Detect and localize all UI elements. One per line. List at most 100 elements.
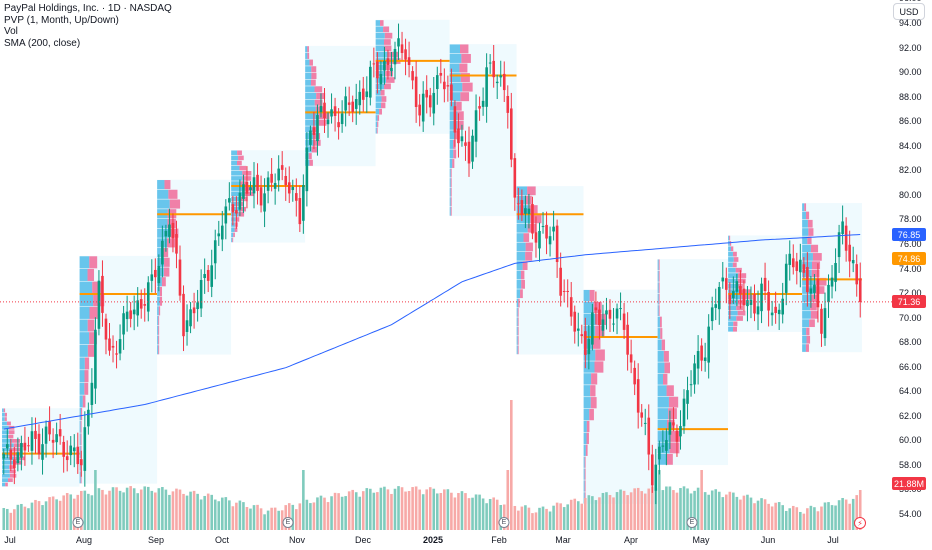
volume-bar xyxy=(48,497,51,530)
candle-body xyxy=(629,354,633,363)
volume-bar xyxy=(781,505,784,530)
symbol-title[interactable]: PayPal Holdings, Inc. · 1D · NASDAQ xyxy=(4,3,172,14)
profile-bar-down xyxy=(450,206,452,216)
profile-area xyxy=(2,408,80,487)
split-icon[interactable]: ⚡ xyxy=(854,517,866,529)
profile-bar-up xyxy=(231,160,237,166)
volume-bar xyxy=(365,488,369,530)
volume-bar xyxy=(16,504,20,530)
candle-body xyxy=(510,108,513,160)
profile-bar-down xyxy=(450,178,452,188)
candle-body xyxy=(728,294,732,304)
profile-bar-up xyxy=(305,99,315,106)
candle-body xyxy=(51,439,55,443)
volume-bar xyxy=(672,490,675,530)
profile-bar-up xyxy=(449,82,463,92)
profile-bar-down xyxy=(169,199,181,209)
profile-bar-down xyxy=(166,238,176,248)
candle-body xyxy=(760,283,763,312)
profile-bar-up xyxy=(449,63,460,73)
volume-bar xyxy=(34,499,37,530)
profile-bar-down xyxy=(80,420,82,433)
profile-bar-down xyxy=(310,79,316,86)
candle-body xyxy=(721,277,725,282)
profile-bar-down xyxy=(525,242,533,252)
volume-bar xyxy=(411,487,414,530)
profile-bar-up xyxy=(375,20,381,26)
profile-bar-down xyxy=(383,26,390,33)
profile-bar-down xyxy=(80,471,82,484)
volume-bar xyxy=(383,486,386,530)
volume-bar xyxy=(492,497,495,530)
profile-bar-up xyxy=(2,469,10,474)
candle-body xyxy=(495,81,499,84)
candle-body xyxy=(273,182,277,189)
profile-bar-down xyxy=(5,482,8,487)
x-tick-label: Nov xyxy=(288,535,306,545)
volume-bar xyxy=(210,494,214,530)
indicator-pvp[interactable]: PVP (1, Month, Up/Down) xyxy=(4,14,119,26)
indicator-sma[interactable]: SMA (200, close) xyxy=(4,37,81,49)
profile-bar-down xyxy=(158,325,160,335)
volume-bar xyxy=(333,492,337,530)
candles xyxy=(2,23,862,505)
candle-body xyxy=(619,308,622,310)
profile-bar-down xyxy=(236,160,242,166)
earnings-icon[interactable]: E xyxy=(72,517,84,528)
candle-body xyxy=(474,110,478,142)
profile-area xyxy=(583,289,658,504)
currency-button[interactable]: USD xyxy=(893,3,925,20)
volume-bar xyxy=(344,496,347,530)
volume-bar xyxy=(791,505,795,530)
candle-body xyxy=(682,398,686,427)
profile-bar-down xyxy=(810,311,819,319)
candle-body xyxy=(791,258,795,268)
volume-bar xyxy=(749,497,753,530)
candle-body xyxy=(104,318,108,340)
profile-bar-up xyxy=(657,431,671,442)
y-tick-label: 58.00 xyxy=(899,459,922,470)
profile-bar-up xyxy=(79,294,94,307)
candle-body xyxy=(654,464,658,491)
profile-bar-down xyxy=(384,45,392,52)
profile-bar-up xyxy=(802,244,811,253)
x-tick-label: Feb xyxy=(491,535,507,545)
candle-body xyxy=(9,449,13,460)
candle-body xyxy=(354,99,358,109)
candle-body xyxy=(175,234,178,254)
volume-bar xyxy=(154,492,157,530)
volume-bar xyxy=(319,495,323,530)
candle-body xyxy=(365,91,369,98)
indicator-vol[interactable]: Vol xyxy=(4,26,18,37)
profile-bar-up xyxy=(305,146,312,153)
y-tick-label: 70.00 xyxy=(899,312,922,323)
candle-body xyxy=(552,226,555,232)
candle-body xyxy=(830,277,834,287)
volume-bar xyxy=(661,490,665,530)
candle-body xyxy=(767,292,770,311)
profile-bar-down xyxy=(452,139,456,149)
profile-bar-down xyxy=(307,46,309,53)
profile-bar-down xyxy=(730,246,734,252)
candle-body xyxy=(400,44,404,53)
volume-bar xyxy=(517,510,520,530)
candle-body xyxy=(256,174,259,191)
earnings-icon[interactable]: E xyxy=(686,517,698,528)
candle-body xyxy=(393,48,397,65)
volume-bar xyxy=(527,507,531,530)
profile-bar-down xyxy=(9,469,16,474)
profile-bar-up xyxy=(79,332,90,345)
earnings-icon[interactable]: E xyxy=(282,517,294,528)
candle-body xyxy=(287,182,291,194)
profile-bar-down xyxy=(517,317,519,327)
profile-bar-down xyxy=(235,217,240,222)
profile-bar-up xyxy=(728,305,737,311)
volume-bar xyxy=(90,495,94,530)
earnings-icon[interactable]: E xyxy=(498,517,510,528)
profile-bar-up xyxy=(449,159,453,168)
profile-bar-down xyxy=(735,267,742,273)
profile-bar-down xyxy=(385,70,394,77)
profile-bar-down xyxy=(8,434,14,439)
candle-body xyxy=(76,446,80,465)
